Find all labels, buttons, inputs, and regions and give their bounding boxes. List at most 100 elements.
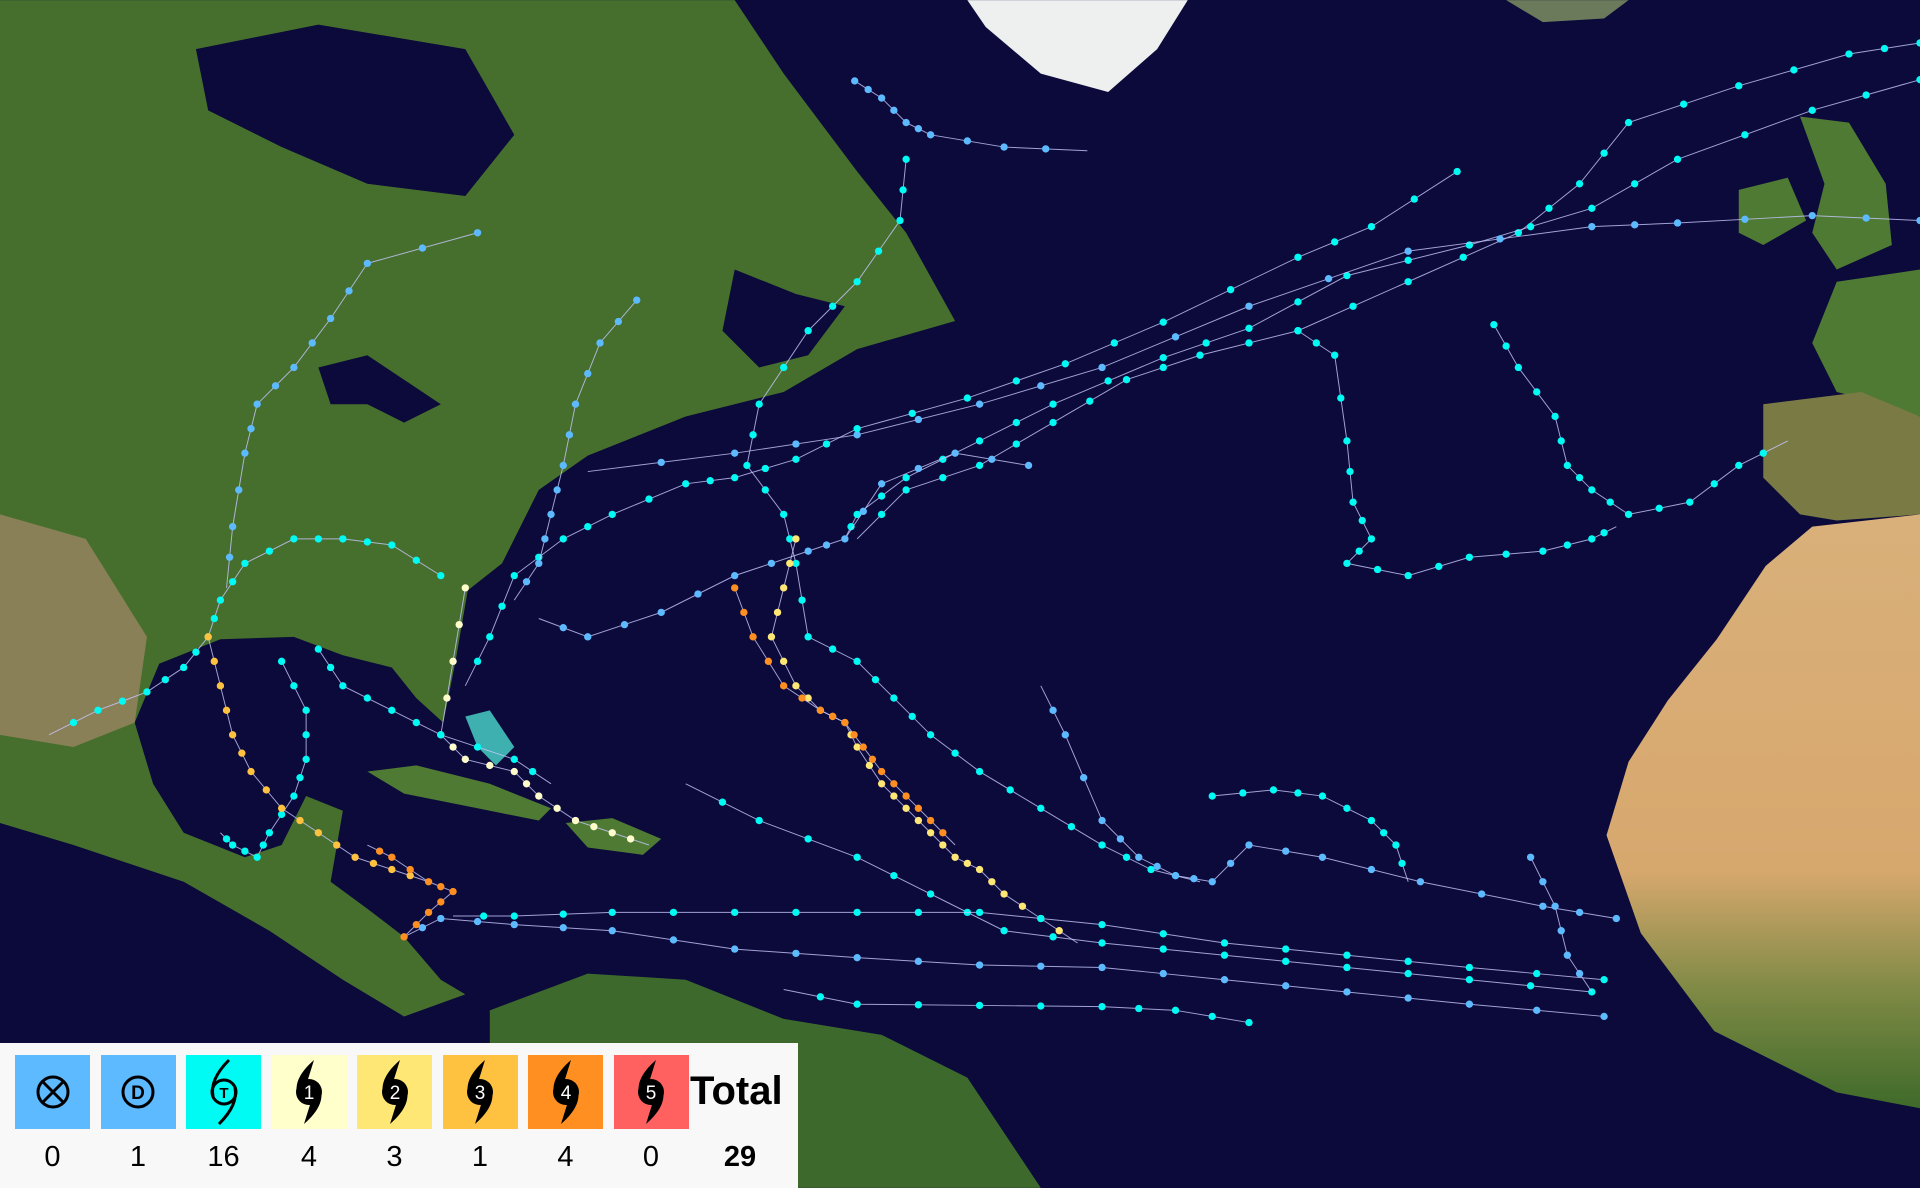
track-point: [510, 920, 518, 929]
gulf-of-st-lawrence: [722, 269, 845, 368]
track-point: [1575, 908, 1584, 917]
track-point: [296, 816, 304, 825]
legend-swatch-4: 2: [357, 1055, 432, 1129]
storm-track-24: [367, 844, 457, 941]
track-point: [1098, 841, 1106, 849]
track-point: [437, 914, 445, 923]
track-point: [498, 602, 506, 610]
legend-swatch-1: D: [100, 1055, 176, 1129]
track-point: [1159, 318, 1167, 326]
legend-swatch-0: [15, 1055, 90, 1129]
track-point: [559, 924, 567, 932]
track-point: [731, 945, 739, 953]
bahamas: [465, 710, 515, 766]
storm-track-0: [851, 77, 1088, 153]
track-point: [473, 657, 482, 666]
track-point: [1049, 933, 1057, 941]
track-point: [437, 882, 445, 891]
track-point: [1208, 1012, 1216, 1021]
track-point: [241, 847, 249, 855]
track-point: [1294, 253, 1302, 261]
track-point: [277, 810, 286, 819]
track-point: [1845, 50, 1853, 58]
track-point: [424, 908, 433, 917]
track-point: [559, 461, 567, 470]
track-point: [1398, 859, 1406, 868]
track-point: [1116, 835, 1125, 843]
track-point: [975, 400, 984, 408]
track-point: [1680, 100, 1688, 108]
track-point: [412, 718, 420, 727]
storm-track-10: [767, 535, 1078, 944]
track-point: [1159, 945, 1167, 953]
track-point: [1477, 890, 1486, 898]
track-point: [302, 755, 310, 763]
track-point: [1098, 1002, 1106, 1011]
track-point: [1159, 354, 1167, 362]
track-point: [853, 657, 861, 666]
track-point: [755, 816, 763, 825]
track-point: [798, 596, 806, 604]
track-point: [1000, 927, 1008, 935]
track-point: [1496, 235, 1504, 243]
track-point: [1220, 951, 1229, 959]
track-point: [902, 118, 910, 127]
track-point: [1373, 565, 1382, 574]
track-point: [473, 743, 482, 751]
track-point: [1110, 339, 1118, 347]
track-point: [1012, 418, 1020, 427]
track-point: [1624, 510, 1633, 519]
track-point: [388, 541, 396, 549]
track-point: [1037, 804, 1045, 812]
track-point: [828, 645, 837, 653]
storm-track-20: [204, 633, 429, 883]
track-point: [473, 917, 482, 926]
track-point: [890, 694, 898, 702]
track-point: [669, 908, 678, 917]
track-point: [1588, 222, 1596, 231]
track-point: [792, 559, 800, 568]
track-point: [780, 584, 788, 592]
track-point: [877, 94, 886, 102]
track-point: [1196, 351, 1204, 359]
track-point: [902, 474, 910, 482]
track-point: [510, 912, 518, 920]
track-point: [804, 633, 812, 641]
track-point: [222, 706, 231, 714]
track-point: [363, 694, 372, 702]
track-point: [792, 908, 800, 917]
track-point: [1588, 486, 1596, 494]
track-point: [559, 624, 567, 632]
track-point: [1245, 302, 1253, 310]
legend-count-2: 16: [207, 1141, 240, 1173]
europe: [1812, 269, 1920, 417]
legend-count-3: 4: [300, 1141, 318, 1173]
track-point: [418, 924, 427, 932]
track-point: [308, 339, 316, 347]
track-point: [314, 645, 323, 653]
track-point: [626, 835, 635, 843]
track-point: [1024, 461, 1033, 470]
track-point: [1563, 951, 1572, 959]
track-point: [210, 657, 218, 666]
track-point: [963, 137, 972, 145]
track-point: [1159, 930, 1167, 938]
track-point: [1600, 149, 1608, 157]
track-point: [1533, 1006, 1541, 1014]
track-point: [914, 464, 923, 473]
track-point: [210, 614, 218, 623]
track-point: [1208, 878, 1216, 886]
track-point: [1355, 547, 1363, 555]
track-point: [1490, 320, 1498, 329]
track-point: [767, 559, 776, 568]
track-point: [890, 106, 898, 114]
track-point: [228, 522, 237, 531]
track-point: [1808, 106, 1816, 114]
track-point: [238, 749, 246, 757]
track-point: [853, 954, 861, 962]
track-point: [473, 229, 482, 237]
track-point: [804, 327, 812, 335]
track-point: [633, 296, 641, 304]
track-point: [1588, 535, 1596, 543]
track-point: [1171, 333, 1180, 341]
